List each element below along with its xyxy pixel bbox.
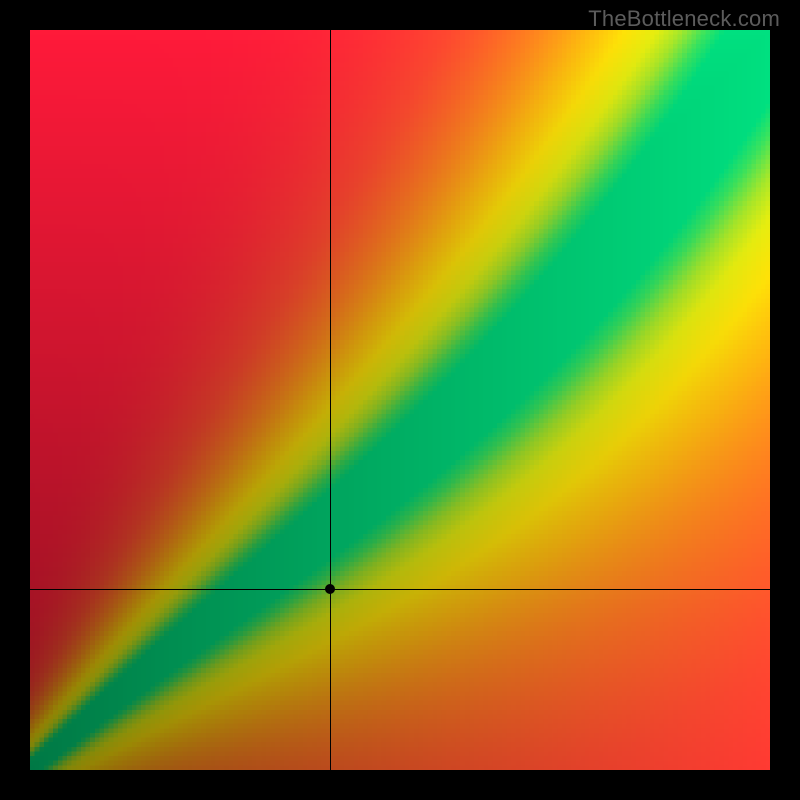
watermark-text: TheBottleneck.com — [588, 6, 780, 32]
crosshair-marker — [325, 584, 335, 594]
bottleneck-heatmap — [30, 30, 770, 770]
plot-area — [30, 30, 770, 770]
figure-container: TheBottleneck.com — [0, 0, 800, 800]
crosshair-horizontal — [30, 589, 770, 590]
crosshair-vertical — [330, 30, 331, 770]
